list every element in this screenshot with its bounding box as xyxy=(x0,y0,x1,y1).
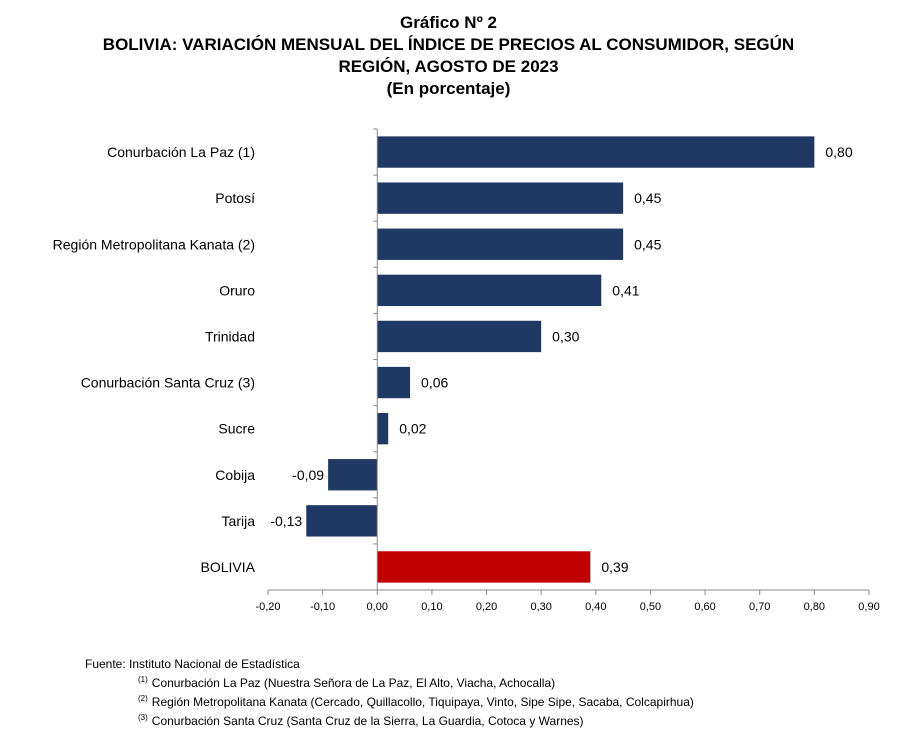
footnote-text: Conurbación Santa Cruz (Santa Cruz de la… xyxy=(151,714,584,728)
x-tick-label: 0,40 xyxy=(585,601,606,613)
chart-subtitle: (En porcentaje) xyxy=(386,79,511,98)
chart-title-block: Gráfico Nº 2 BOLIVIA: VARIACIÓN MENSUAL … xyxy=(0,12,897,100)
bar xyxy=(377,366,411,399)
x-tick-label: 0,00 xyxy=(367,601,388,613)
footer-notes: Fuente: Instituto Nacional de Estadístic… xyxy=(85,657,694,729)
footnote-3: (3) Conurbación Santa Cruz (Santa Cruz de… xyxy=(85,710,694,729)
bar xyxy=(377,182,624,214)
bar xyxy=(377,412,389,445)
bar xyxy=(328,459,378,491)
category-label: Tarija xyxy=(222,513,256,529)
x-tick-label: 0,20 xyxy=(476,601,497,613)
bar xyxy=(377,274,602,307)
x-tick-label: -0,20 xyxy=(255,601,280,613)
x-tick-label: 0,90 xyxy=(858,601,879,613)
x-tick-label: -0,10 xyxy=(310,601,335,613)
chart-title-continued: REGIÓN, AGOSTO DE 2023 xyxy=(338,57,559,76)
x-tick-label: 0,60 xyxy=(694,601,715,613)
data-label: 0,41 xyxy=(612,282,639,298)
footnote-mark: (2) xyxy=(138,694,148,703)
data-label: 0,39 xyxy=(601,559,628,575)
chart-title: BOLIVIA: VARIACIÓN MENSUAL DEL ÍNDICE DE… xyxy=(102,35,795,54)
bar-chart: Conurbación La Paz (1) 0,80 Potosí 0,45 Regi… xyxy=(53,128,880,613)
data-label: 0,80 xyxy=(825,144,852,160)
bar xyxy=(377,228,624,260)
category-label: Oruro xyxy=(219,282,255,298)
x-tick-label: 0,50 xyxy=(640,601,661,613)
footnote-mark: (3) xyxy=(138,713,148,722)
category-label: Conurbación La Paz (1) xyxy=(107,144,255,160)
category-label: Región Metropolitana Kanata (2) xyxy=(53,236,255,252)
footnote-2: (2) Región Metropolitana Kanata (Cercado,… xyxy=(85,691,694,710)
data-label: 0,02 xyxy=(399,421,426,437)
x-tick-label: 0,70 xyxy=(749,601,770,613)
data-label: -0,13 xyxy=(270,513,302,529)
footnote-text: Región Metropolitana Kanata (Cercado, Qu… xyxy=(151,695,694,709)
bar xyxy=(377,320,542,353)
footnote-1: (1) Conurbación La Paz (Nuestra Señora de… xyxy=(85,672,694,691)
category-label: Conurbación Santa Cruz (3) xyxy=(81,375,255,391)
bar xyxy=(377,551,591,583)
chart-number: Gráfico Nº 2 xyxy=(400,13,497,32)
x-tick-label: 0,30 xyxy=(530,601,551,613)
category-label: BOLIVIA xyxy=(201,559,256,575)
footnote-text: Conurbación La Paz (Nuestra Señora de La… xyxy=(151,676,556,690)
footnote-mark: (1) xyxy=(138,675,148,684)
bar xyxy=(377,136,815,168)
data-label: -0,09 xyxy=(292,467,324,483)
data-label: 0,30 xyxy=(552,328,579,344)
data-label: 0,06 xyxy=(421,375,448,391)
x-tick-label: 0,10 xyxy=(421,601,442,613)
data-label: 0,45 xyxy=(634,190,661,206)
source-text: Fuente: Instituto Nacional de Estadístic… xyxy=(85,657,300,671)
category-label: Cobija xyxy=(215,467,255,483)
category-label: Sucre xyxy=(218,421,255,437)
bar xyxy=(306,505,378,537)
x-tick-label: 0,80 xyxy=(804,601,825,613)
category-label: Potosí xyxy=(215,190,255,206)
category-label: Trinidad xyxy=(205,328,255,344)
data-label: 0,45 xyxy=(634,236,661,252)
